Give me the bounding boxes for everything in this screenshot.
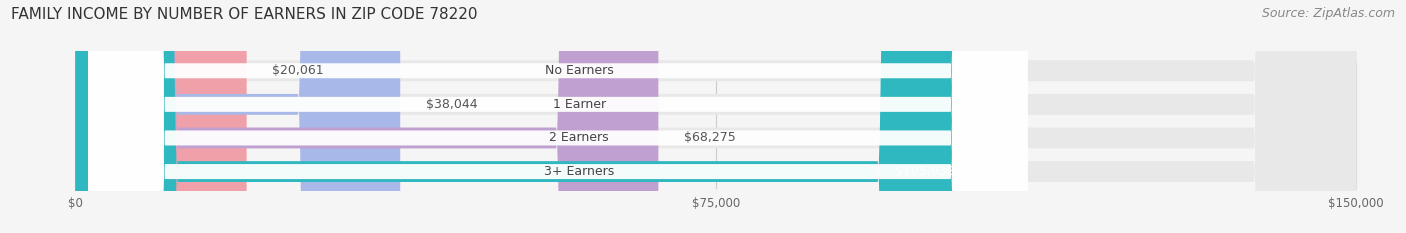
FancyBboxPatch shape xyxy=(76,0,1357,233)
FancyBboxPatch shape xyxy=(89,0,1028,233)
FancyBboxPatch shape xyxy=(89,0,1028,233)
FancyBboxPatch shape xyxy=(76,0,1357,233)
Text: $105,938: $105,938 xyxy=(894,165,955,178)
FancyBboxPatch shape xyxy=(76,0,980,233)
Text: $20,061: $20,061 xyxy=(273,64,323,77)
FancyBboxPatch shape xyxy=(76,0,1357,233)
FancyBboxPatch shape xyxy=(76,0,658,233)
Text: 2 Earners: 2 Earners xyxy=(550,131,609,144)
Text: 1 Earner: 1 Earner xyxy=(553,98,606,111)
Text: No Earners: No Earners xyxy=(544,64,613,77)
FancyBboxPatch shape xyxy=(89,0,1028,233)
Text: Source: ZipAtlas.com: Source: ZipAtlas.com xyxy=(1261,7,1395,20)
FancyBboxPatch shape xyxy=(76,0,401,233)
FancyBboxPatch shape xyxy=(76,0,246,233)
Text: $68,275: $68,275 xyxy=(683,131,735,144)
FancyBboxPatch shape xyxy=(89,0,1028,233)
Text: $38,044: $38,044 xyxy=(426,98,478,111)
Text: 3+ Earners: 3+ Earners xyxy=(544,165,614,178)
FancyBboxPatch shape xyxy=(76,0,1357,233)
Text: FAMILY INCOME BY NUMBER OF EARNERS IN ZIP CODE 78220: FAMILY INCOME BY NUMBER OF EARNERS IN ZI… xyxy=(11,7,478,22)
